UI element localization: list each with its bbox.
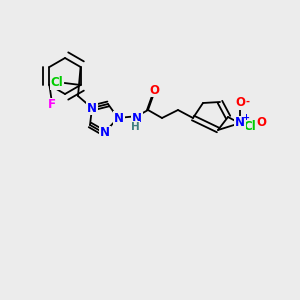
- Text: N: N: [132, 112, 142, 125]
- Text: O: O: [256, 116, 266, 130]
- Text: H: H: [130, 122, 140, 132]
- Text: O: O: [149, 83, 159, 97]
- Text: N: N: [100, 127, 110, 140]
- Text: Cl: Cl: [244, 121, 256, 134]
- Text: N: N: [114, 112, 124, 124]
- Text: O: O: [235, 97, 245, 110]
- Text: N: N: [235, 116, 245, 130]
- Text: Cl: Cl: [50, 76, 63, 89]
- Text: +: +: [242, 112, 250, 122]
- Text: -: -: [246, 97, 250, 107]
- Text: F: F: [47, 98, 56, 112]
- Text: N: N: [87, 101, 97, 115]
